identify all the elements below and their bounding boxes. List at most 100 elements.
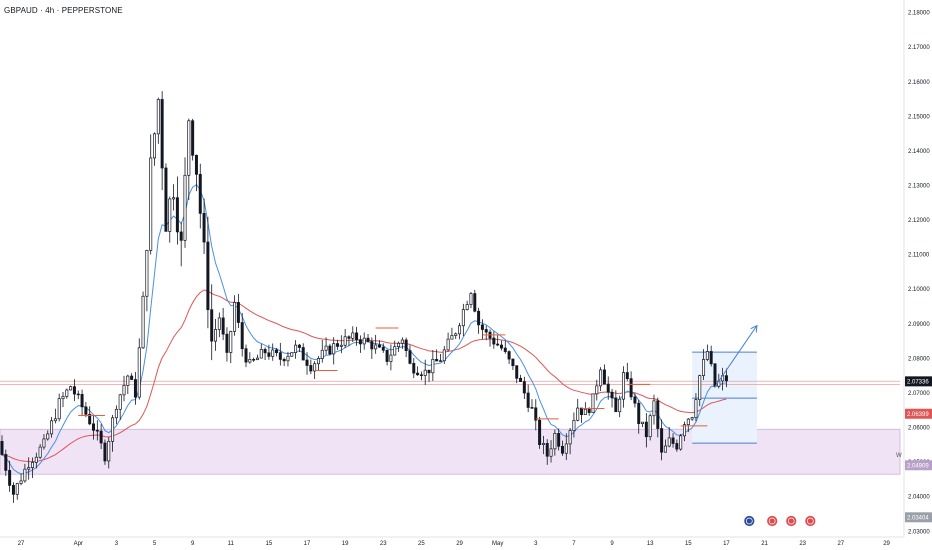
economic-event-icon[interactable]: [804, 515, 817, 527]
candle[interactable]: [599, 367, 603, 392]
candle[interactable]: [168, 196, 172, 243]
candle[interactable]: [442, 345, 446, 364]
candle[interactable]: [214, 318, 218, 351]
candle[interactable]: [610, 388, 614, 408]
candle[interactable]: [320, 339, 324, 363]
candle[interactable]: [557, 428, 561, 451]
candle[interactable]: [339, 335, 343, 354]
candle[interactable]: [625, 362, 629, 382]
candle[interactable]: [488, 329, 492, 347]
candle[interactable]: [499, 340, 503, 351]
candle[interactable]: [221, 307, 225, 341]
candle[interactable]: [309, 359, 313, 375]
candle[interactable]: [393, 340, 397, 356]
candle[interactable]: [156, 97, 160, 144]
candle[interactable]: [702, 349, 706, 380]
candle[interactable]: [507, 350, 511, 365]
candle[interactable]: [709, 345, 713, 367]
candle[interactable]: [389, 344, 393, 371]
candle[interactable]: [660, 419, 664, 461]
candle[interactable]: [618, 395, 622, 418]
candle[interactable]: [705, 344, 709, 362]
candle[interactable]: [4, 449, 8, 476]
candle[interactable]: [477, 307, 481, 334]
candle[interactable]: [385, 349, 389, 366]
candle[interactable]: [244, 344, 248, 368]
candle[interactable]: [438, 353, 442, 362]
candle[interactable]: [564, 433, 568, 461]
candle[interactable]: [191, 118, 195, 161]
candle[interactable]: [76, 390, 80, 400]
candle[interactable]: [194, 154, 198, 192]
candle[interactable]: [530, 399, 534, 409]
candle[interactable]: [233, 295, 237, 336]
candle[interactable]: [324, 337, 328, 355]
candle[interactable]: [450, 327, 454, 340]
candle[interactable]: [69, 385, 73, 391]
candle[interactable]: [297, 343, 301, 352]
candle[interactable]: [522, 376, 526, 399]
candle[interactable]: [682, 421, 686, 442]
candle[interactable]: [53, 408, 57, 424]
candle[interactable]: [263, 347, 267, 360]
candle[interactable]: [419, 371, 423, 381]
candle[interactable]: [347, 335, 351, 347]
candle[interactable]: [99, 424, 103, 450]
candle[interactable]: [316, 355, 320, 371]
candle[interactable]: [595, 379, 599, 401]
candle[interactable]: [0, 435, 4, 456]
candle[interactable]: [172, 184, 176, 211]
candle[interactable]: [61, 391, 65, 407]
candle[interactable]: [553, 429, 557, 456]
candle[interactable]: [259, 343, 263, 359]
candle[interactable]: [19, 473, 23, 486]
candle[interactable]: [572, 412, 576, 438]
candle[interactable]: [175, 176, 179, 245]
candle[interactable]: [458, 322, 462, 340]
candle[interactable]: [549, 440, 553, 463]
candle[interactable]: [431, 350, 435, 381]
candle[interactable]: [667, 427, 671, 448]
candle[interactable]: [126, 374, 130, 395]
candle[interactable]: [621, 366, 625, 408]
candle[interactable]: [290, 352, 294, 357]
candle[interactable]: [362, 332, 366, 350]
candle[interactable]: [541, 435, 545, 455]
candle[interactable]: [164, 163, 168, 232]
candle[interactable]: [545, 439, 549, 465]
candle[interactable]: [336, 339, 340, 350]
candle[interactable]: [663, 439, 667, 453]
candle[interactable]: [103, 439, 107, 465]
candle[interactable]: [614, 390, 618, 413]
candle[interactable]: [107, 437, 111, 469]
candle[interactable]: [31, 457, 34, 478]
candle[interactable]: [137, 338, 141, 400]
candle[interactable]: [34, 452, 38, 469]
projection-arrow[interactable]: [714, 325, 758, 388]
candle[interactable]: [301, 343, 305, 361]
candle[interactable]: [538, 416, 542, 449]
candle[interactable]: [416, 366, 420, 376]
support-zone[interactable]: [0, 428, 901, 475]
candle[interactable]: [149, 134, 153, 255]
candle[interactable]: [568, 427, 572, 455]
candle[interactable]: [248, 352, 252, 364]
candle[interactable]: [183, 157, 187, 248]
candle[interactable]: [671, 433, 675, 448]
economic-event-icon[interactable]: [743, 515, 756, 527]
candle[interactable]: [423, 359, 427, 386]
candle[interactable]: [427, 369, 431, 382]
candle[interactable]: [686, 417, 690, 433]
candle[interactable]: [114, 405, 118, 425]
candle[interactable]: [15, 482, 19, 500]
candle[interactable]: [629, 371, 633, 401]
candle[interactable]: [236, 293, 240, 328]
candle[interactable]: [198, 163, 202, 229]
candle[interactable]: [343, 329, 347, 349]
candle[interactable]: [271, 343, 275, 361]
candle[interactable]: [275, 348, 279, 357]
candle[interactable]: [252, 357, 256, 362]
candle[interactable]: [187, 118, 191, 200]
candle[interactable]: [515, 365, 519, 384]
candle[interactable]: [358, 335, 362, 353]
